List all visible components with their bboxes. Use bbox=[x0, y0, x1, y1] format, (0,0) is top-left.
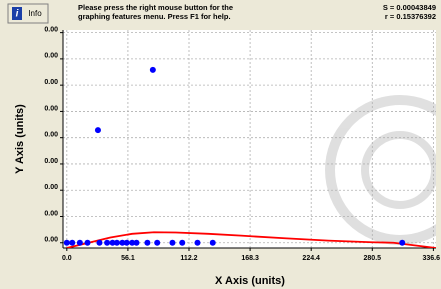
x-tick-label: 280.5 bbox=[364, 255, 382, 262]
stat-s: S = 0.00043849 bbox=[383, 3, 436, 12]
data-point bbox=[144, 240, 150, 246]
y-tick-label: 0.00 bbox=[44, 132, 58, 139]
y-tick-label: 0.00 bbox=[44, 237, 58, 244]
data-point bbox=[95, 127, 101, 133]
data-point bbox=[77, 240, 83, 246]
x-tick-label: 168.3 bbox=[241, 255, 259, 262]
data-point bbox=[114, 240, 120, 246]
x-axis-label: X Axis (units) bbox=[215, 275, 285, 287]
info-icon-letter[interactable]: i bbox=[16, 9, 19, 20]
chart: i Info Please press the right mouse butt… bbox=[0, 0, 441, 289]
data-point bbox=[399, 240, 405, 246]
data-point bbox=[179, 240, 185, 246]
x-tick-label: 112.2 bbox=[180, 255, 197, 262]
y-tick-label: 0.00 bbox=[44, 53, 58, 60]
data-point bbox=[69, 240, 75, 246]
data-point bbox=[154, 240, 160, 246]
data-point bbox=[124, 240, 130, 246]
x-tick-label: 56.1 bbox=[121, 255, 135, 262]
x-tick-label: 224.4 bbox=[302, 255, 320, 262]
help-message: Please press the right mouse button for … bbox=[78, 3, 233, 12]
data-point bbox=[96, 240, 102, 246]
data-point bbox=[134, 240, 140, 246]
page: {"info_button": "Info", "message": ["Ple… bbox=[0, 0, 441, 289]
info-button[interactable]: i Info bbox=[8, 4, 48, 23]
data-point bbox=[64, 240, 70, 246]
data-point bbox=[104, 240, 110, 246]
y-tick-label: 0.00 bbox=[44, 105, 58, 112]
data-point bbox=[210, 240, 216, 246]
x-tick-label: 336.6 bbox=[422, 255, 440, 262]
help-message: graphing features menu. Press F1 for hel… bbox=[78, 12, 231, 21]
data-point bbox=[194, 240, 200, 246]
data-point bbox=[169, 240, 175, 246]
y-tick-label: 0.00 bbox=[44, 184, 58, 191]
info-label[interactable]: Info bbox=[28, 9, 42, 18]
data-point bbox=[85, 240, 91, 246]
y-tick-label: 0.00 bbox=[44, 158, 58, 165]
stat-r: r = 0.15376392 bbox=[385, 12, 436, 21]
y-tick-label: 0.00 bbox=[44, 26, 58, 33]
data-point bbox=[150, 67, 156, 73]
y-axis-label: Y Axis (units) bbox=[14, 104, 26, 174]
y-tick-label: 0.00 bbox=[44, 79, 58, 86]
x-tick-label: 0.0 bbox=[62, 255, 72, 262]
y-tick-label: 0.00 bbox=[44, 210, 58, 217]
